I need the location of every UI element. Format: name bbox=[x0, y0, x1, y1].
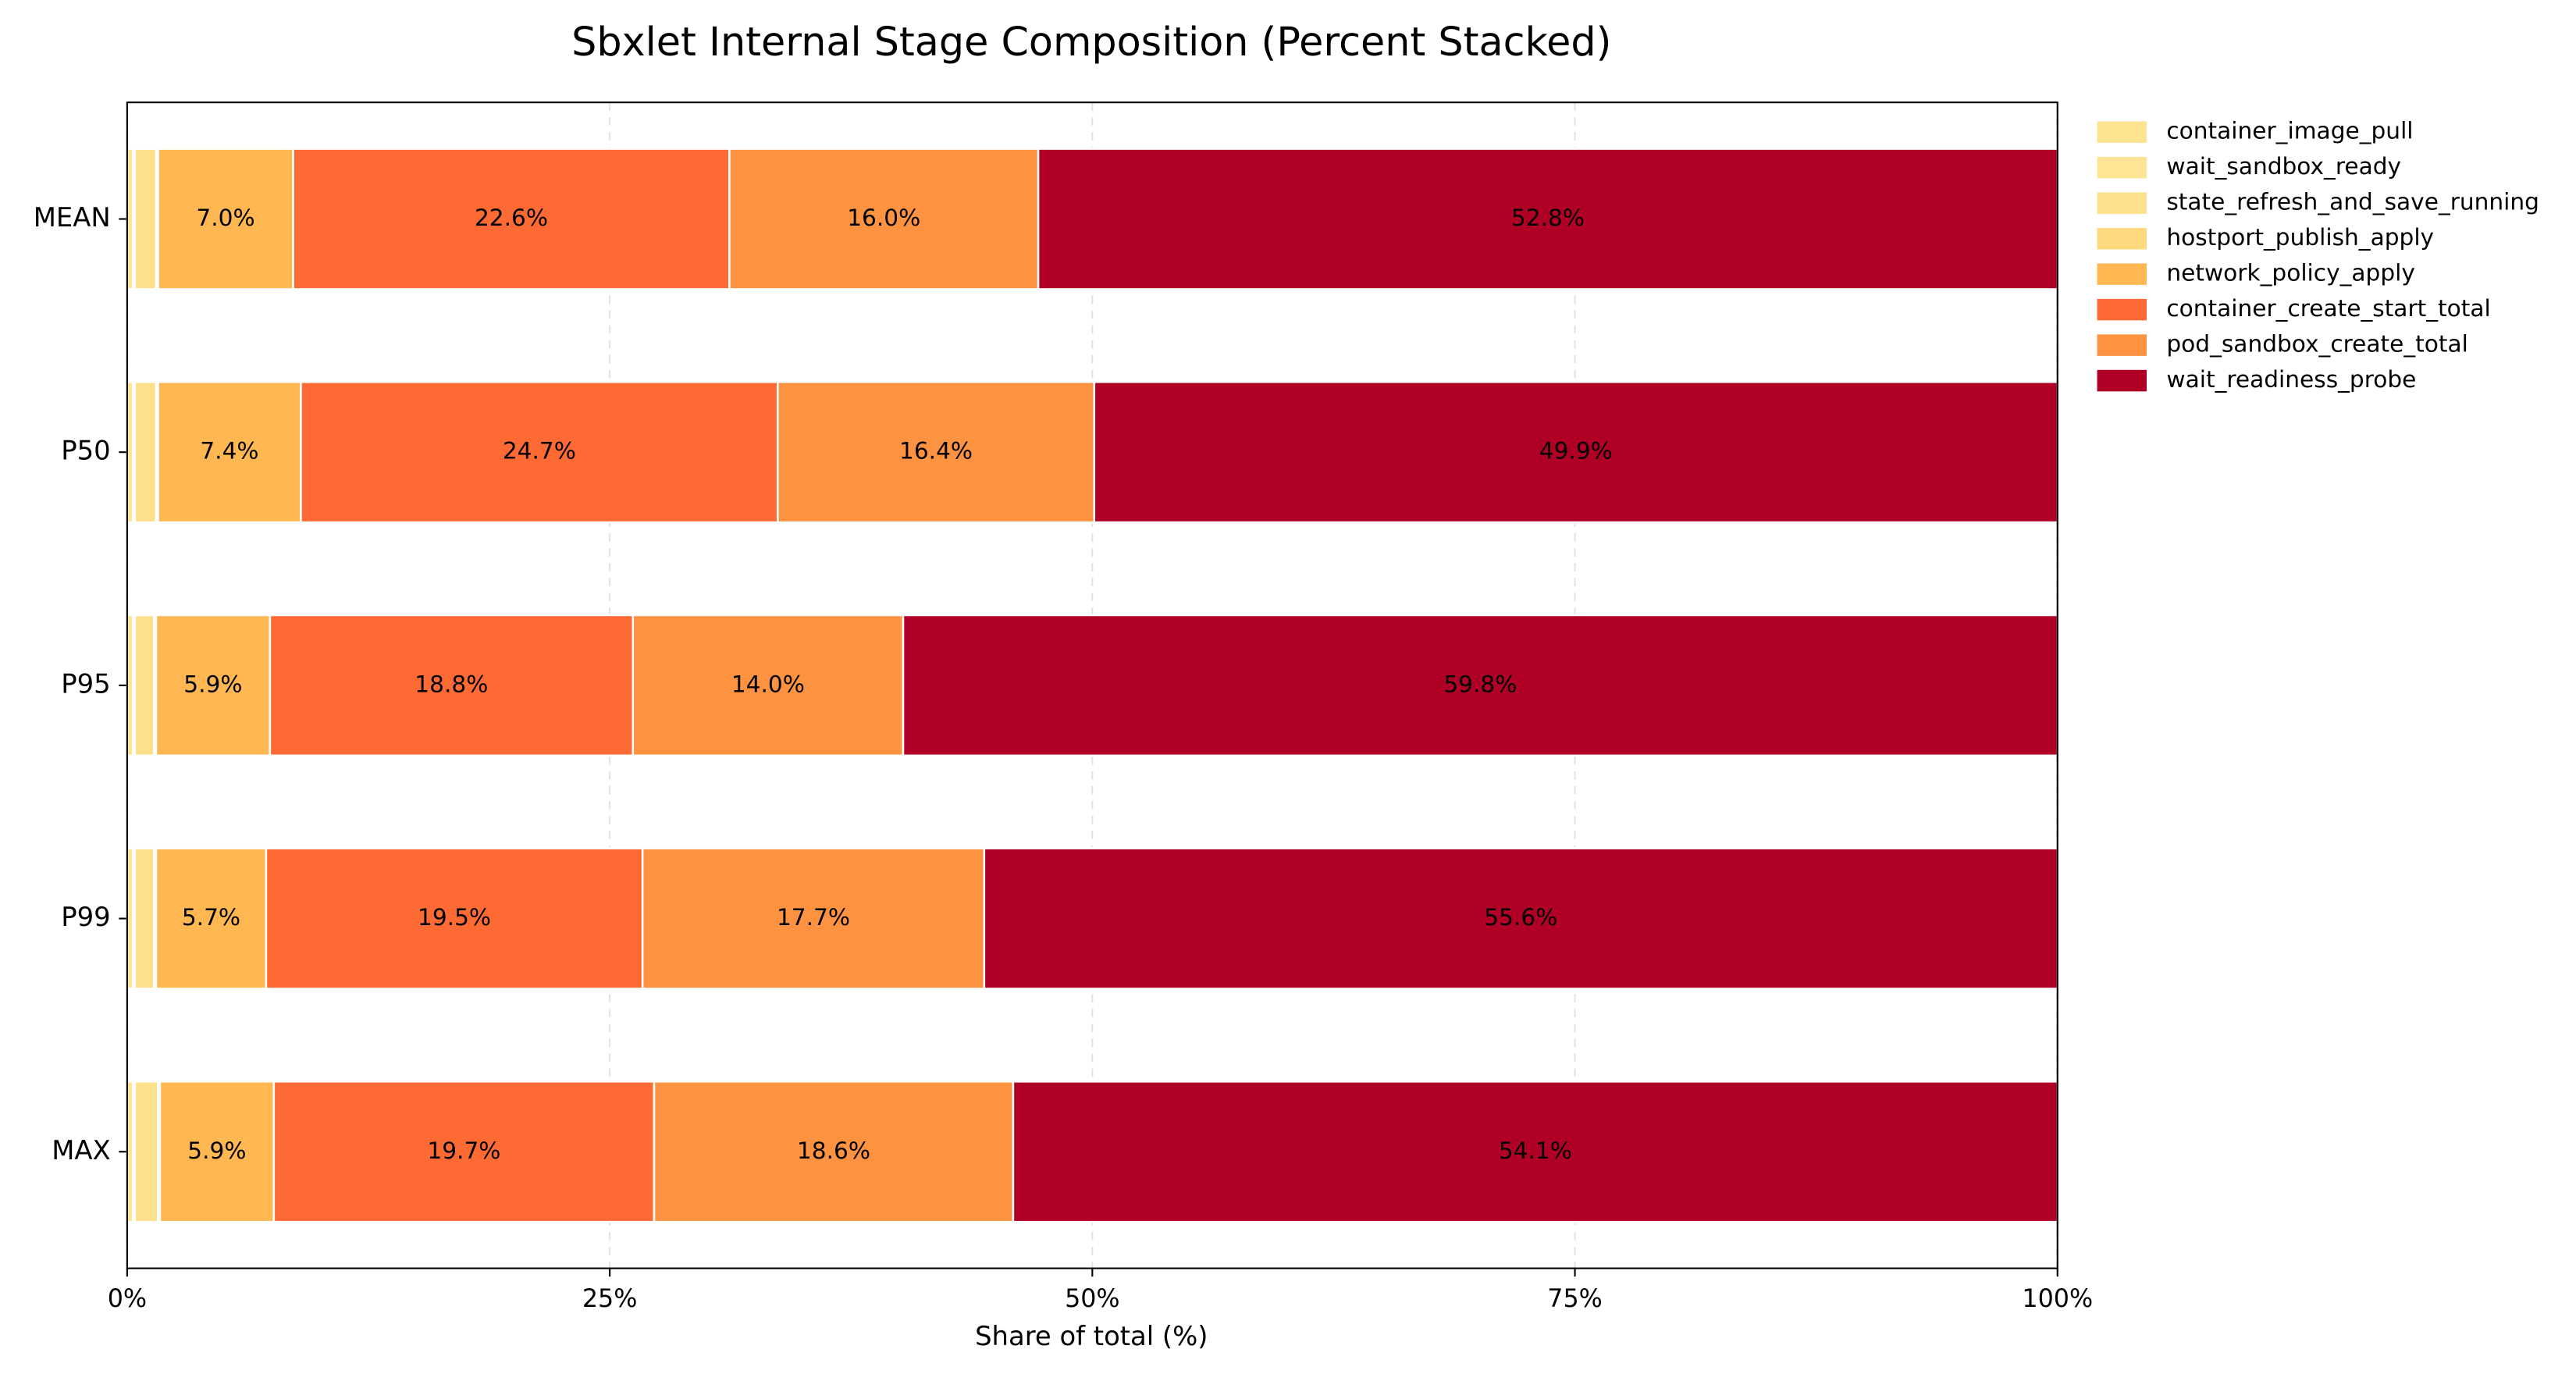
x-tick-label: 75% bbox=[1547, 1285, 1603, 1313]
bar-segment bbox=[269, 614, 635, 757]
legend-label: hostport_publish_apply bbox=[2166, 224, 2434, 251]
x-tick-label: 50% bbox=[1065, 1285, 1120, 1313]
value-label: 52.8% bbox=[1511, 205, 1585, 231]
value-label: 54.1% bbox=[1499, 1137, 1572, 1164]
value-label: 22.6% bbox=[475, 205, 548, 231]
legend-swatch bbox=[2097, 121, 2147, 143]
legend-label: network_policy_apply bbox=[2166, 260, 2415, 287]
y-tick-label: MAX bbox=[52, 1135, 111, 1166]
bar-segment bbox=[653, 1080, 1015, 1223]
legend-label: container_create_start_total bbox=[2166, 295, 2490, 322]
bar-segment bbox=[157, 381, 302, 524]
bar-segment bbox=[728, 148, 1040, 290]
legend-swatch bbox=[2097, 156, 2147, 179]
value-label: 59.8% bbox=[1443, 671, 1517, 697]
bar-segment bbox=[776, 381, 1096, 524]
bar-segment bbox=[155, 847, 268, 990]
chart-title: Sbxlet Internal Stage Composition (Perce… bbox=[571, 19, 1611, 65]
value-label: 5.9% bbox=[187, 1137, 246, 1164]
bar-segment bbox=[155, 614, 272, 757]
x-axis-label: Share of total (%) bbox=[975, 1321, 1208, 1351]
y-tick-label: P50 bbox=[61, 436, 110, 466]
value-label: 18.6% bbox=[797, 1137, 870, 1164]
value-label: 55.6% bbox=[1484, 904, 1557, 931]
bar-segment bbox=[158, 1080, 276, 1223]
value-label: 5.9% bbox=[183, 671, 242, 697]
bar-segment bbox=[133, 614, 155, 757]
y-tick-label: P99 bbox=[61, 902, 110, 932]
legend-label: state_refresh_and_save_running bbox=[2166, 189, 2539, 215]
bar-segment bbox=[1012, 1080, 2059, 1223]
value-label: 7.0% bbox=[196, 205, 254, 231]
legend-label: container_image_pull bbox=[2166, 118, 2413, 144]
legend-swatch bbox=[2097, 298, 2147, 321]
x-tick-label: 100% bbox=[2022, 1285, 2093, 1313]
legend-label: pod_sandbox_create_total bbox=[2166, 331, 2467, 358]
value-label: 14.0% bbox=[731, 671, 805, 697]
bar-segment bbox=[632, 614, 905, 757]
bar-segment bbox=[983, 847, 2059, 990]
bar-segment bbox=[265, 847, 644, 990]
y-tick-label: P95 bbox=[61, 668, 110, 699]
legend-swatch bbox=[2097, 369, 2147, 392]
legend-swatch bbox=[2097, 263, 2147, 285]
legend-swatch bbox=[2097, 227, 2147, 250]
bar-segment bbox=[1037, 148, 2059, 290]
value-label: 7.4% bbox=[200, 438, 258, 465]
legend-label: wait_sandbox_ready bbox=[2166, 153, 2401, 180]
value-label: 17.7% bbox=[777, 904, 850, 931]
value-label: 18.8% bbox=[415, 671, 488, 697]
value-label: 5.7% bbox=[182, 904, 240, 931]
bar-segment bbox=[133, 148, 158, 290]
value-label: 24.7% bbox=[503, 438, 576, 465]
bar-segment bbox=[292, 148, 731, 290]
value-label: 16.0% bbox=[847, 205, 920, 231]
plot-frame bbox=[126, 101, 2058, 1269]
value-label: 19.7% bbox=[427, 1137, 500, 1164]
value-label: 16.4% bbox=[899, 438, 973, 465]
value-label: 19.5% bbox=[418, 904, 491, 931]
legend-swatch bbox=[2097, 192, 2147, 214]
legend-swatch bbox=[2097, 334, 2147, 356]
bar-segment bbox=[1093, 381, 2059, 524]
y-tick-label: MEAN bbox=[34, 202, 111, 233]
bar-segment bbox=[133, 381, 158, 524]
bar-segment bbox=[272, 1080, 656, 1223]
bar-segment bbox=[641, 847, 986, 990]
bar-segment bbox=[133, 1080, 159, 1223]
bar-segment bbox=[157, 148, 294, 290]
value-label: 49.9% bbox=[1539, 438, 1613, 465]
bar-segment bbox=[133, 847, 155, 990]
x-tick-label: 0% bbox=[108, 1285, 147, 1313]
bar-segment bbox=[902, 614, 2059, 757]
bar-segment bbox=[300, 381, 779, 524]
x-tick-label: 25% bbox=[582, 1285, 638, 1313]
legend-label: wait_readiness_probe bbox=[2166, 366, 2416, 393]
